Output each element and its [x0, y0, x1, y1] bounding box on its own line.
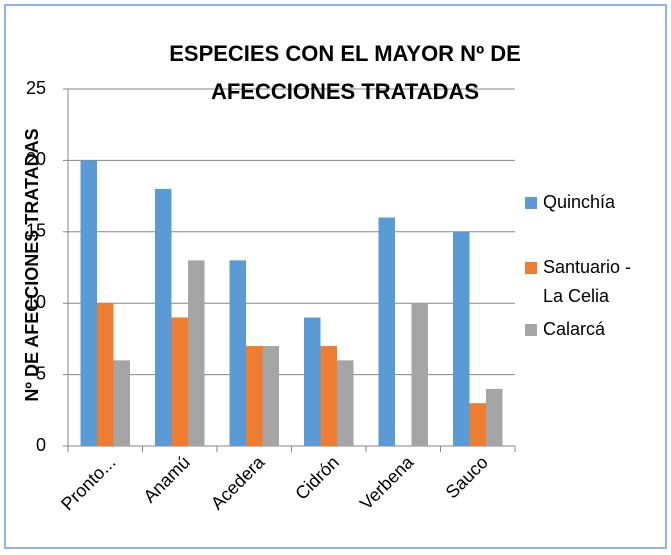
- y-tick-label: 10: [26, 292, 46, 312]
- y-tick-label: 0: [36, 435, 46, 455]
- bar: [486, 388, 503, 446]
- legend-label: Santuario - La Celia: [543, 257, 632, 306]
- y-tick-label: 25: [26, 78, 46, 98]
- y-tick-label: 20: [26, 149, 46, 169]
- legend-label: Quinchía: [543, 192, 616, 212]
- legend: Quinchía Santuario - La Celia Calarcá: [525, 188, 650, 348]
- bar: [378, 217, 395, 446]
- bar: [262, 346, 279, 446]
- y-axis-title: Nº DE AFECCIONES TRATADAS: [22, 128, 42, 401]
- legend-swatch: [525, 262, 537, 274]
- x-tick-label: Pronto...: [57, 452, 119, 514]
- chart-title: ESPECIES CON EL MAYOR Nº DE: [169, 41, 521, 66]
- x-tick-label: Anamú: [139, 452, 193, 506]
- bar: [155, 188, 172, 446]
- chart-frame: [4, 4, 667, 549]
- x-tick-label: Verbena: [356, 451, 418, 513]
- bar: [188, 260, 205, 446]
- legend-label: Calarcá: [543, 319, 606, 339]
- bar: [453, 231, 470, 446]
- legend-swatch: [525, 324, 537, 336]
- legend-item: Calarcá: [525, 315, 650, 344]
- legend-swatch: [525, 197, 537, 209]
- bar: [469, 403, 486, 446]
- x-tick-label: Cidrón: [291, 452, 343, 504]
- x-tick-label: Sauco: [442, 452, 492, 502]
- x-tick-label: Acedera: [207, 451, 269, 513]
- legend-item: Santuario - La Celia: [525, 253, 650, 311]
- bar: [229, 260, 246, 446]
- y-tick-label: 15: [26, 221, 46, 241]
- bar: [113, 360, 130, 446]
- y-tick-label: 5: [36, 363, 46, 383]
- bar: [304, 317, 321, 446]
- bar: [171, 317, 188, 446]
- bar: [246, 346, 263, 446]
- bar: [80, 160, 97, 446]
- bar: [97, 303, 114, 446]
- chart-title: AFECCIONES TRATADAS: [211, 79, 479, 104]
- legend-item: Quinchía: [525, 188, 650, 217]
- bar: [411, 303, 428, 446]
- bar: [320, 346, 337, 446]
- bar: [337, 360, 354, 446]
